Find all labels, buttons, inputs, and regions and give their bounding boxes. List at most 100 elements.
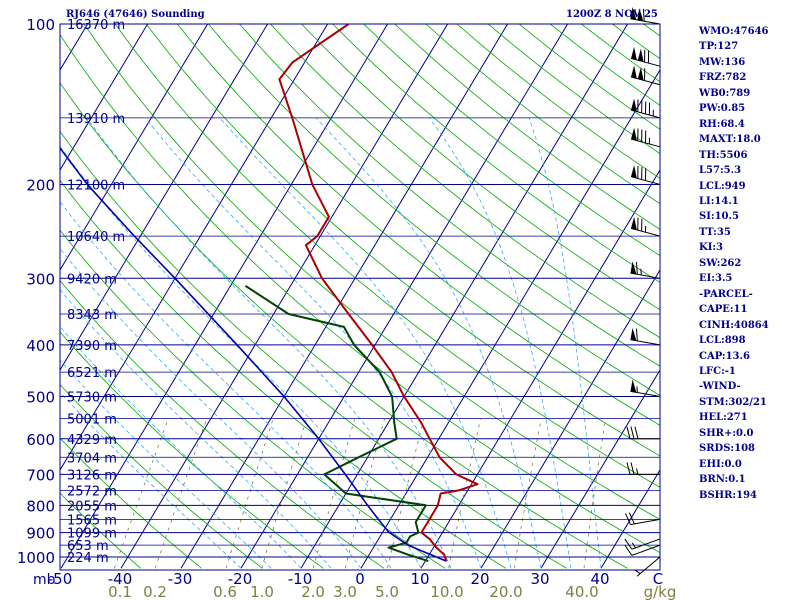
mixing-ratio-tick-label: 1.0 <box>250 583 274 600</box>
wind-barb-flag <box>630 379 637 393</box>
height-label: 5001 m <box>67 413 117 428</box>
moist-adiabat-line <box>428 117 572 569</box>
wind-barb-flag <box>631 216 637 230</box>
wind-barb <box>630 127 661 148</box>
mixing-ratio-tick-label: 10.0 <box>430 583 463 600</box>
wind-barb-staff <box>630 339 661 346</box>
wind-barb-half-feather <box>634 569 641 575</box>
pressure-tick-label: 800 <box>26 497 55 515</box>
isotherm-line <box>360 69 660 569</box>
stability-index-item: TP:127 <box>699 41 739 53</box>
dry-adiabat-line <box>83 24 660 521</box>
wind-barb-staff <box>630 390 661 398</box>
wind-barb-feather <box>630 426 635 439</box>
stability-index-item: TH:5506 <box>699 149 748 161</box>
stability-index-item: WB0:789 <box>699 87 751 99</box>
height-label: 16370 m <box>67 18 125 33</box>
stability-index-item: MAXT:18.0 <box>699 134 761 146</box>
mixing-ratio-tick-label: 40.0 <box>565 583 598 600</box>
wind-barb-staff <box>636 556 661 577</box>
pressure-tick-label: 300 <box>26 270 55 288</box>
moist-adiabat-line <box>60 201 392 569</box>
stability-indices-list: WMO:47646 TP:127 MW:136 FRZ:782 WB0:789 PW:0.… <box>699 24 769 503</box>
station-title: RJ646 (47646) Sounding <box>66 9 205 20</box>
dry-adiabat-line <box>176 24 660 426</box>
wind-barb-flag <box>630 261 637 275</box>
dry-adiabat-line <box>363 24 660 257</box>
moist-adiabat-line <box>219 117 512 569</box>
dewpoint-profile-line <box>244 285 429 563</box>
height-label: 3126 m <box>67 468 117 483</box>
height-label: 1565 m <box>67 513 117 528</box>
dry-adiabat-line <box>301 24 660 311</box>
stability-index-item: SHR+:0.0 <box>699 427 754 439</box>
dry-adiabat-line <box>60 280 385 569</box>
mixing-ratio-line <box>114 418 169 569</box>
moist-adiabat-line <box>60 248 362 569</box>
height-label: 653 m <box>67 539 109 554</box>
temperature-tick-label: -20 <box>228 570 253 588</box>
stability-index-item: WMO:47646 <box>699 26 769 37</box>
temperature-tick-label: 40 <box>590 570 609 588</box>
dry-adiabat-line <box>60 82 628 569</box>
chart-grid <box>60 24 660 569</box>
stability-index-item: LI:14.1 <box>699 195 739 207</box>
temperature-tick-label: 30 <box>530 570 549 588</box>
dry-adiabat-line <box>60 437 202 569</box>
wind-barb <box>626 462 660 475</box>
isotherm-line <box>60 24 209 271</box>
wind-barb <box>630 98 661 119</box>
wind-barb-staff <box>631 538 661 550</box>
mixing-ratio-line <box>448 418 481 569</box>
stability-index-item: LCL:898 <box>699 335 746 347</box>
stability-index-item: LFC:-1 <box>699 365 736 377</box>
wind-barb-flag <box>637 48 644 62</box>
pressure-unit-label: mb <box>33 572 56 588</box>
wind-barb-feather <box>626 462 631 475</box>
wind-barb-staff <box>630 18 661 25</box>
temperature-tick-label: 10 <box>410 570 429 588</box>
height-label: 1099 m <box>67 527 117 542</box>
mixing-ratio-line <box>261 418 307 569</box>
mixing-ratio-tick-label: 0.1 <box>108 583 132 600</box>
isotherm-line <box>60 24 389 569</box>
wind-barb-half-feather <box>631 542 636 549</box>
isotherm-line <box>600 469 660 569</box>
temperature-tick-label: -50 <box>48 570 73 588</box>
dry-adiabat-line <box>114 24 660 488</box>
isotherm-line <box>120 24 449 569</box>
wind-barb <box>630 46 661 67</box>
wind-barb-staff <box>630 272 661 279</box>
dry-adiabat-line <box>60 383 263 569</box>
wind-barb-feather <box>626 426 631 439</box>
dry-adiabat-line <box>60 33 660 554</box>
isotherm-line <box>540 369 660 569</box>
parcel-profile-line <box>60 146 447 562</box>
pressure-tick-label: 400 <box>26 337 55 355</box>
stability-index-item: CAPE:11 <box>699 304 748 316</box>
wind-barb-feather <box>635 328 638 341</box>
dry-adiabat-line <box>60 179 506 569</box>
stability-index-item: SW:262 <box>699 257 742 269</box>
mixing-ratio-tick-label: 5.0 <box>375 583 399 600</box>
mixing-ratio-unit-label: g/kg <box>644 583 677 600</box>
wind-barb <box>634 556 661 577</box>
stability-index-item: BRN:0.1 <box>699 474 746 486</box>
wind-barb-half-feather <box>636 468 639 475</box>
pressure-tick-label: 100 <box>26 16 55 34</box>
plot-frame <box>59 23 661 571</box>
stability-index-item: LCL:949 <box>699 180 746 192</box>
wind-barbs <box>624 6 661 577</box>
wind-barb <box>630 165 661 185</box>
isotherm-line <box>60 24 329 471</box>
wind-barb-feather <box>624 538 633 550</box>
wind-barb <box>630 327 661 346</box>
temperature-profile-line <box>278 24 479 562</box>
wind-barb-feather <box>635 261 638 275</box>
wind-barb-staff <box>630 176 661 185</box>
isotherm-line <box>480 269 660 569</box>
height-label: 10640 m <box>67 230 125 245</box>
wind-barb-flag <box>631 127 637 141</box>
stability-index-item: BSHR:194 <box>699 489 757 501</box>
